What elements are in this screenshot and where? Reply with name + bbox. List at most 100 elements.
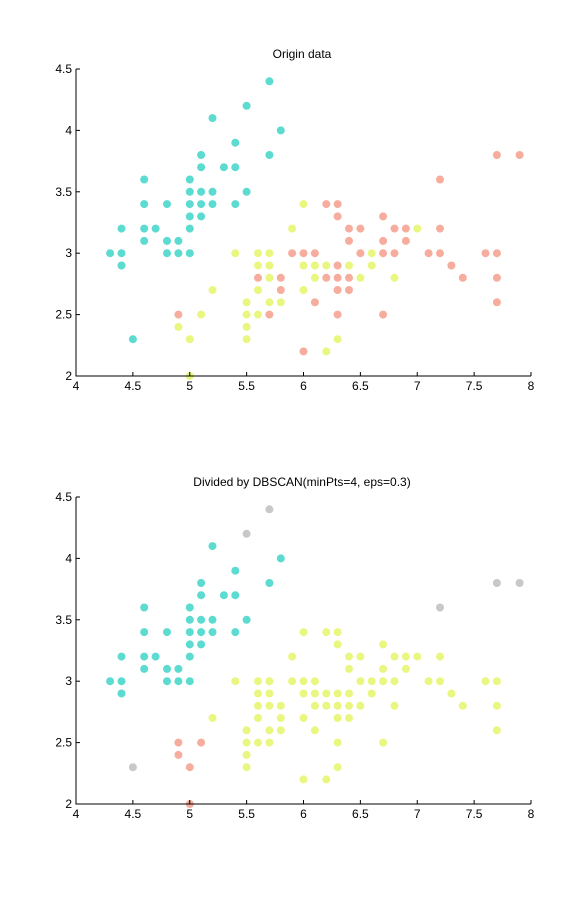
data-point-yellow-11 [254,261,262,270]
data-point-yellow-16 [265,273,274,282]
data-point-cyan-32 [231,200,240,209]
data-point-salmon-29 [390,249,399,258]
data-point-yellow-36 [333,689,342,698]
data-point-cyan-11 [163,236,171,245]
data-point-yellow-48 [356,701,365,710]
data-point-yellow-6 [254,677,262,686]
data-point-cyan-3 [117,261,126,270]
x-tick-label: 5 [186,379,193,393]
data-point-cyan-33 [265,579,274,587]
data-point-salmon-23 [356,249,365,258]
data-point-cyan-29 [231,566,240,575]
data-point-salmon-30 [401,224,410,233]
x-tick-label: 5.5 [238,379,255,393]
data-point-cyan-5 [140,628,149,637]
data-point-cyan-27 [208,628,217,637]
data-point-salmon-28 [390,224,399,233]
data-point-yellow-7 [254,689,262,698]
data-point-cyan-17 [185,640,194,649]
data-point-yellow-8 [242,322,251,331]
data-point-salmon-22 [356,224,365,233]
data-point-yellow-6 [242,298,251,307]
data-point-yellow-69 [492,726,501,735]
data-point-gray-5 [515,579,524,587]
data-point-cyan-6 [140,200,149,209]
data-point-yellow-56 [390,677,399,686]
data-point-salmon-38 [481,249,490,258]
x-tick-label: 4 [73,807,80,821]
data-point-gray-0 [128,763,137,772]
data-point-yellow-67 [492,677,501,686]
y-tick-label: 3.5 [55,185,72,199]
data-point-cyan-32 [242,615,251,624]
x-tick-label: 5.5 [238,807,255,821]
data-point-cyan-14 [185,603,194,612]
data-point-salmon-16 [333,286,342,294]
data-point-yellow-49 [367,677,376,686]
data-point-yellow-28 [345,261,353,270]
data-point-yellow-33 [322,775,331,784]
data-point-cyan-36 [265,151,274,159]
data-point-cyan-13 [174,236,183,245]
data-point-yellow-44 [345,701,353,710]
data-point-cyan-28 [208,200,217,209]
data-point-yellow-10 [254,249,262,258]
data-point-cyan-7 [140,224,149,233]
data-point-yellow-17 [276,714,285,722]
data-point-yellow-42 [345,664,353,673]
x-tick-label: 4.5 [125,807,142,821]
y-tick-label: 4.5 [55,490,72,504]
data-point-salmon-43 [515,151,524,159]
data-point-cyan-28 [219,591,228,600]
data-point-gray-4 [492,579,501,587]
data-point-yellow-22 [299,286,308,294]
data-point-cyan-26 [208,114,217,123]
x-tick-label: 8 [528,807,535,821]
x-tick-label: 8 [528,379,535,393]
data-point-yellow-12 [265,689,274,698]
data-point-yellow-29 [356,273,365,282]
data-point-yellow-9 [254,714,262,722]
data-point-yellow-20 [288,677,297,686]
x-tick-label: 6 [300,379,307,393]
data-point-gray-2 [265,505,274,514]
data-point-yellow-3 [242,738,251,747]
y-axis-ticks: 2 2.5 3 3.5 4 4.5 [55,490,80,811]
data-point-yellow-24 [299,714,308,722]
data-point-cyan-22 [197,163,206,172]
data-point-yellow-18 [276,298,285,307]
data-point-salmon-26 [379,249,388,258]
data-point-cyan-24 [197,640,206,649]
data-point-yellow-53 [379,677,388,686]
data-point-yellow-66 [481,677,490,686]
data-point-yellow-4 [242,750,251,759]
axis-lines [75,497,531,805]
data-point-cyan-4 [140,603,149,612]
data-point-cyan-15 [185,615,194,624]
data-point-yellow-68 [492,701,501,710]
data-point-yellow-19 [288,224,297,233]
data-point-cyan-12 [163,249,171,258]
data-point-yellow-28 [310,701,319,710]
data-point-yellow-65 [458,701,467,710]
y-tick-label: 4.5 [55,62,72,76]
data-point-salmon-19 [345,236,353,245]
data-point-salmon-36 [447,261,456,270]
x-tick-label: 4 [73,379,80,393]
data-point-salmon-27 [379,310,388,319]
data-point-salmon-15 [333,273,342,282]
x-tick-label: 6 [300,807,307,821]
data-point-cyan-30 [231,138,240,147]
scatter-chart-origin: Origin data 4 4.5 5 5.5 6 6.5 7 7.5 8 22.533.544… [55,47,534,393]
data-point-cyan-8 [140,236,149,245]
x-axis-ticks: 4 4.5 5 5.5 6 6.5 7 7.5 8 [73,800,535,821]
data-point-yellow-2 [242,726,251,735]
y-tick-label: 4 [65,551,72,565]
data-point-cyan-25 [197,212,206,221]
data-point-salmon-42 [492,298,501,307]
data-point-salmon-13 [333,212,342,221]
data-point-yellow-64 [447,689,456,698]
data-point-yellow-7 [242,310,251,319]
data-point-yellow-30 [367,249,376,258]
